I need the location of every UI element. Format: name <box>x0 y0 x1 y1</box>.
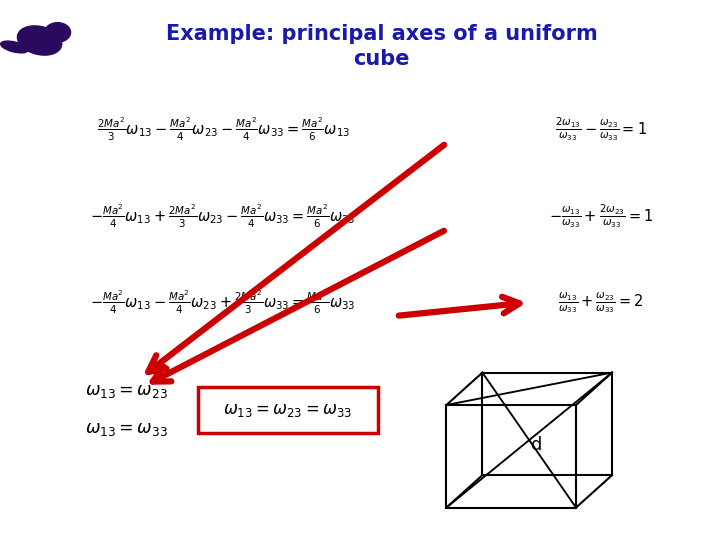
Text: $-\frac{\omega_{13}}{\omega_{33}} + \frac{2\omega_{23}}{\omega_{33}} = 1$: $-\frac{\omega_{13}}{\omega_{33}} + \fra… <box>549 202 653 230</box>
Text: $\frac{2Ma^2}{3}\omega_{13} - \frac{Ma^2}{4}\omega_{23} - \frac{Ma^2}{4}\omega_{: $\frac{2Ma^2}{3}\omega_{13} - \frac{Ma^2… <box>96 116 350 143</box>
Text: d: d <box>531 436 542 455</box>
Text: Example: principal axes of a uniform
cube: Example: principal axes of a uniform cub… <box>166 24 598 69</box>
Text: $\frac{\omega_{13}}{\omega_{33}} + \frac{\omega_{23}}{\omega_{33}} = 2$: $\frac{\omega_{13}}{\omega_{33}} + \frac… <box>559 290 644 315</box>
Ellipse shape <box>1 41 28 53</box>
Text: $-\frac{Ma^2}{4}\omega_{13} - \frac{Ma^2}{4}\omega_{23} + \frac{2Ma^2}{3}\omega_: $-\frac{Ma^2}{4}\omega_{13} - \frac{Ma^2… <box>91 289 356 316</box>
Circle shape <box>45 23 71 42</box>
Text: $\omega_{13} = \omega_{23}$: $\omega_{13} = \omega_{23}$ <box>84 382 168 401</box>
Text: $-\frac{Ma^2}{4}\omega_{13} + \frac{2Ma^2}{3}\omega_{23} - \frac{Ma^2}{4}\omega_: $-\frac{Ma^2}{4}\omega_{13} + \frac{2Ma^… <box>91 202 356 230</box>
FancyBboxPatch shape <box>198 388 378 433</box>
Text: $\omega_{13} = \omega_{23} = \omega_{33}$: $\omega_{13} = \omega_{23} = \omega_{33}… <box>223 401 353 420</box>
Text: $\frac{2\omega_{13}}{\omega_{33}} - \frac{\omega_{23}}{\omega_{33}} = 1$: $\frac{2\omega_{13}}{\omega_{33}} - \fra… <box>555 116 647 143</box>
Ellipse shape <box>17 26 62 55</box>
Text: $\omega_{13} = \omega_{33}$: $\omega_{13} = \omega_{33}$ <box>84 420 168 438</box>
